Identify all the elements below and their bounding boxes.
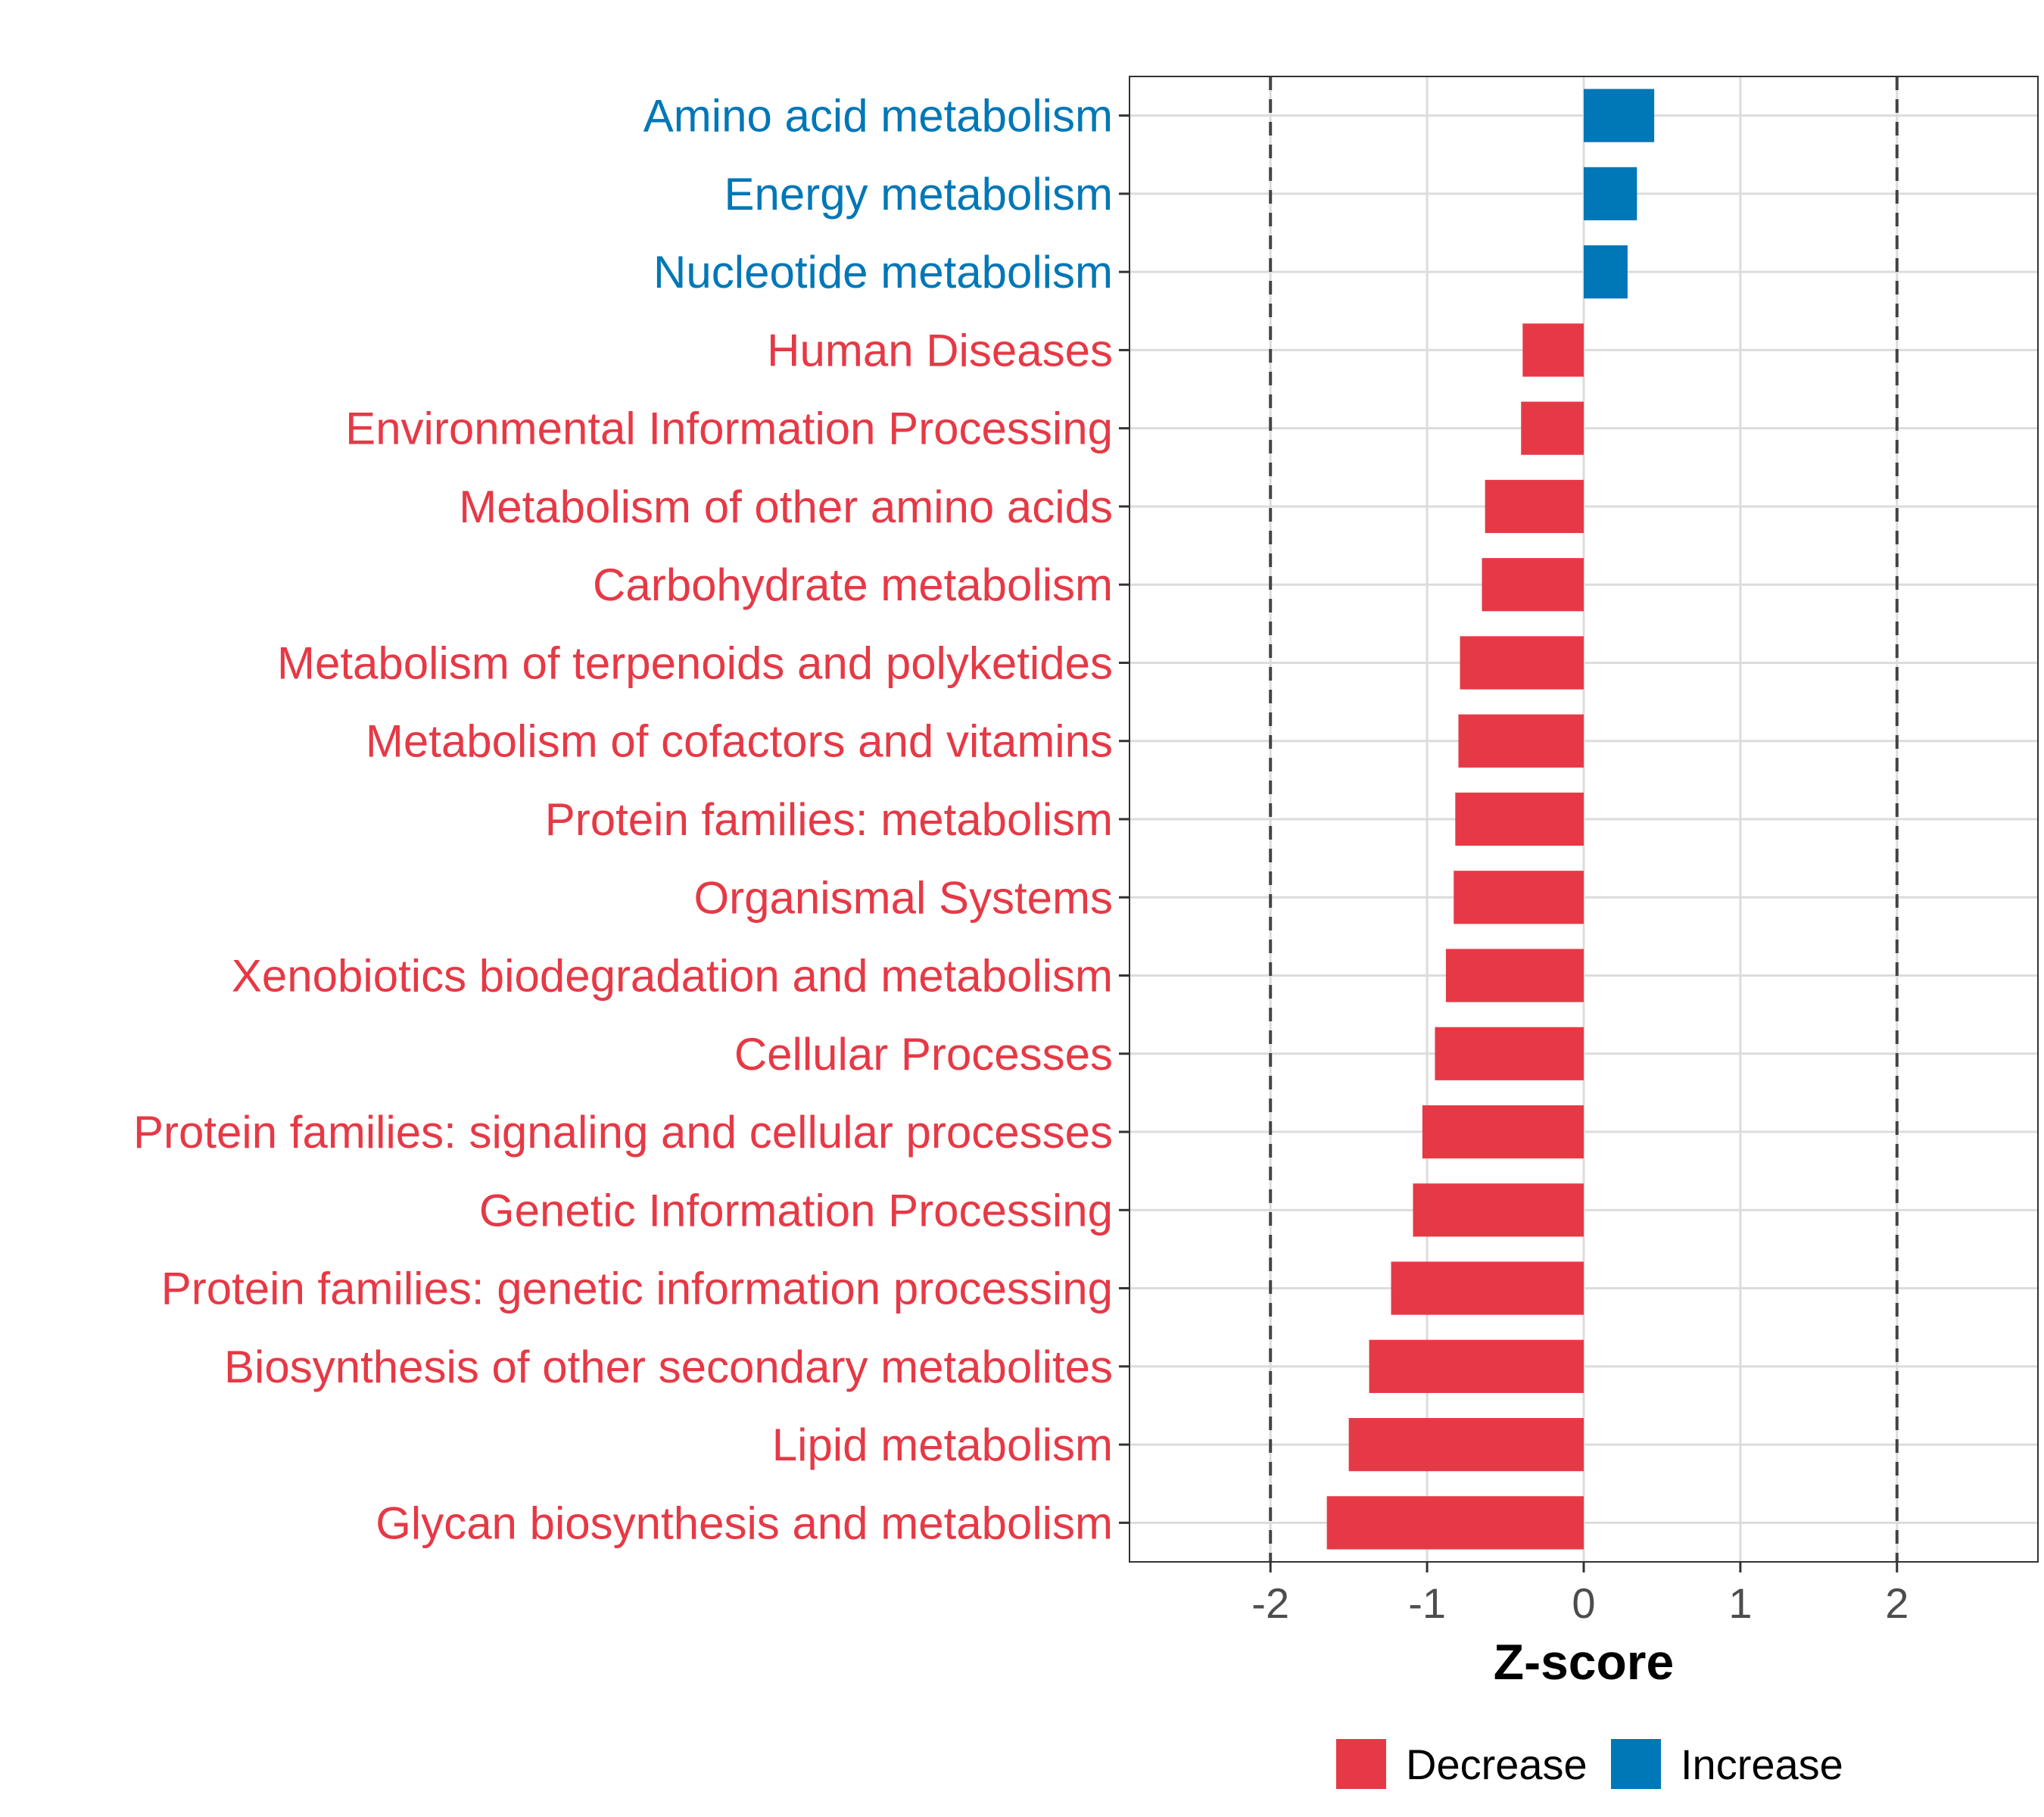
bars [1326,89,1655,1550]
category-label: Energy metabolism [724,169,1113,220]
category-label: Human Diseases [767,325,1113,376]
bar [1455,792,1584,846]
category-label: Nucleotide metabolism [653,247,1113,298]
x-axis-title: Z-score [1494,1634,1674,1690]
bar [1584,245,1628,299]
category-label: Amino acid metabolism [643,91,1113,142]
category-label: Cellular Processes [734,1029,1113,1080]
category-label: Xenobiotics biodegradation and metabolis… [232,951,1113,1002]
legend-label-increase: Increase [1681,1741,1843,1788]
bar [1485,479,1584,534]
legend-swatch-decrease [1336,1739,1386,1789]
category-label: Metabolism of cofactors and vitamins [366,716,1113,767]
x-tick-label: -1 [1408,1579,1446,1627]
category-label: Biosynthesis of other secondary metaboli… [224,1342,1113,1392]
bar [1422,1105,1584,1159]
bar [1584,167,1637,221]
bar [1482,558,1584,612]
bar [1391,1261,1584,1315]
category-label: Protein families: signaling and cellular… [133,1107,1113,1158]
x-axis-ticks: -2 -1 0 1 2 [1251,1562,1908,1627]
bar [1522,323,1584,377]
x-tick-label: 1 [1728,1579,1752,1627]
bar [1445,949,1584,1002]
category-label: Carbohydrate metabolism [593,559,1113,610]
bar [1413,1183,1584,1237]
category-label: Protein families: metabolism [545,794,1113,845]
bar [1460,636,1584,690]
legend-swatch-increase [1611,1739,1661,1789]
y-axis-labels: Amino acid metabolism Energy metabolism Nu… [133,91,1113,1549]
bar [1326,1496,1584,1550]
category-label: Metabolism of terpenoids and polyketides [277,637,1113,688]
reference-lines [1269,76,1899,1562]
category-label: Environmental Information Processing [345,404,1113,454]
legend: Decrease Increase [1336,1739,1843,1789]
bar [1521,401,1584,455]
category-label: Protein families: genetic information pr… [161,1264,1113,1314]
x-tick-label: 0 [1572,1579,1595,1627]
bar [1435,1027,1584,1080]
bar [1458,714,1584,768]
legend-label-decrease: Decrease [1406,1741,1588,1788]
bar [1348,1417,1584,1472]
bar [1584,89,1655,142]
category-label: Glycan biosynthesis and metabolism [375,1498,1113,1548]
category-label: Metabolism of other amino acids [459,482,1113,532]
bar [1454,871,1584,924]
bar [1369,1339,1584,1393]
category-label: Lipid metabolism [772,1420,1113,1470]
y-axis-ticks [1119,114,1129,1524]
x-tick-label: 2 [1885,1579,1908,1627]
category-label: Genetic Information Processing [479,1185,1113,1236]
category-label: Organismal Systems [694,872,1113,923]
x-tick-label: -2 [1251,1579,1289,1627]
